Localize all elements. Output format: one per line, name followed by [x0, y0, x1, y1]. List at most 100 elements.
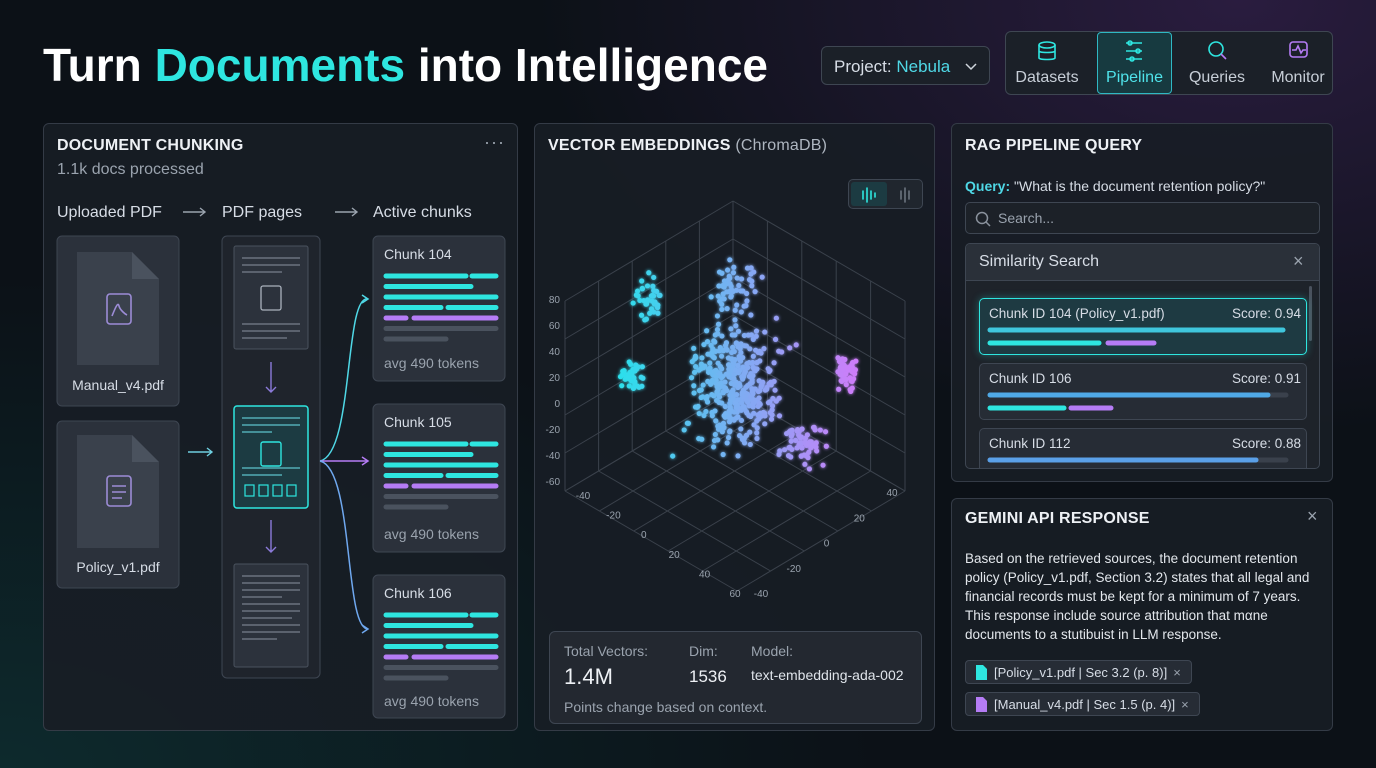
embedding-point: [788, 454, 794, 460]
embedding-point: [735, 453, 741, 459]
embedding-point: [644, 283, 651, 289]
embedding-point: [738, 309, 744, 315]
embedding-point: [731, 264, 737, 270]
embedding-point: [755, 412, 761, 418]
plot-grid-line: [564, 200, 734, 302]
source-chip[interactable]: [Policy_v1.pdf | Sec 3.2 (p. 8)] ×: [965, 660, 1192, 684]
embedding-point: [722, 403, 728, 410]
embedding-point: [693, 355, 699, 361]
plot-grid-line: [631, 450, 805, 552]
embedding-point: [619, 383, 625, 389]
file-name: Policy_v1.pdf: [76, 559, 160, 575]
nav-item[interactable]: Queries: [1188, 69, 1246, 86]
scrollbar[interactable]: [1309, 286, 1312, 341]
embedding-point: [719, 301, 725, 307]
embedding-point: [632, 382, 638, 389]
embedding-point: [630, 300, 636, 306]
search-icon: [975, 211, 991, 227]
embedding-point: [740, 376, 746, 382]
close-button[interactable]: ×: [1293, 251, 1304, 271]
embedding-point: [681, 427, 687, 433]
embedding-point: [691, 390, 697, 396]
embedding-point: [738, 288, 744, 294]
embedding-point: [781, 447, 788, 453]
embedding-point: [842, 356, 848, 363]
title-part: into Intelligence: [405, 39, 768, 91]
embedding-point: [727, 275, 733, 281]
more-menu[interactable]: ···: [484, 132, 505, 152]
embedding-point: [843, 371, 849, 377]
axis-tick-label: -20: [606, 511, 621, 522]
embedding-point: [776, 451, 782, 458]
stats-box: Total Vectors: 1.4M Dim: 1536 Model: tex…: [549, 631, 922, 724]
toggle-active[interactable]: [851, 182, 887, 206]
embedding-point: [744, 290, 750, 297]
embedding-point: [689, 359, 695, 365]
title-suffix: (ChromaDB): [735, 137, 828, 154]
axis-tick-label: -40: [576, 491, 591, 502]
project-dropdown[interactable]: Project: Nebula: [821, 46, 990, 85]
embedding-point: [737, 343, 743, 349]
embedding-point: [743, 432, 750, 438]
embedding-point: [639, 364, 645, 370]
embedding-point: [799, 426, 805, 432]
axis-tick-label: 40: [886, 488, 898, 499]
embedding-point: [793, 342, 799, 348]
embedding-point: [771, 360, 777, 366]
search-input[interactable]: Search...: [965, 202, 1320, 234]
axis-tick-label: 0: [641, 530, 647, 541]
embedding-point: [704, 394, 710, 400]
embedding-point: [694, 404, 700, 410]
embedding-point: [713, 367, 719, 373]
source-chip[interactable]: [Manual_v4.pdf | Sec 1.5 (p. 4)] ×: [965, 692, 1200, 716]
source-text: [Policy_v1.pdf | Sec 3.2 (p. 8)]: [994, 665, 1168, 680]
embedding-point: [707, 360, 713, 366]
embedding-point: [699, 436, 705, 442]
search-placeholder: Search...: [998, 210, 1055, 226]
nav-item[interactable]: Datasets: [1015, 69, 1079, 86]
similarity-title: Similarity Search: [979, 253, 1100, 270]
result-id: Chunk ID 104 (Policy_v1.pdf): [989, 306, 1165, 321]
embedding-point: [754, 430, 760, 436]
embedding-point: [626, 359, 632, 365]
embedding-point: [772, 387, 778, 393]
chunk-tokens: avg 490 tokens: [384, 526, 479, 542]
embedding-point: [773, 315, 779, 321]
embedding-point: [751, 410, 757, 416]
embedding-point: [748, 332, 755, 338]
embedding-point: [728, 408, 734, 414]
embedding-point: [637, 297, 643, 304]
nav-item[interactable]: Pipeline: [1106, 69, 1163, 86]
page-title: Turn Documents into Intelligence: [43, 38, 768, 92]
embedding-point: [714, 397, 720, 404]
embedding-point: [747, 346, 753, 352]
nav-item[interactable]: Monitor: [1271, 69, 1325, 86]
embedding-point: [757, 348, 763, 354]
embedding-point: [711, 338, 717, 344]
embeddings-panel: VECTOR EMBEDDINGS (ChromaDB) 80 60 40 20 0 -2…: [534, 123, 935, 731]
embedding-point: [654, 288, 660, 295]
embedding-point: [719, 306, 725, 313]
chip-close[interactable]: ×: [1173, 665, 1181, 680]
axis-tick-label: 60: [729, 589, 741, 600]
close-button[interactable]: ×: [1307, 506, 1318, 526]
embedding-point: [691, 383, 697, 389]
embedding-point: [753, 328, 760, 334]
embedding-point: [719, 400, 725, 406]
embedding-point: [685, 420, 692, 426]
embedding-point: [644, 297, 651, 303]
embedding-point: [743, 343, 750, 349]
embedding-point: [727, 281, 733, 287]
axis-tick-label: 40: [699, 569, 711, 580]
gemini-panel: GEMINI API RESPONSE × Based on the retri…: [951, 498, 1333, 731]
panel-title: DOCUMENT CHUNKING: [57, 137, 244, 154]
result-id: Chunk ID 106: [989, 371, 1072, 386]
embedding-point: [724, 387, 730, 394]
chip-close[interactable]: ×: [1181, 697, 1189, 712]
embedding-point: [691, 369, 698, 375]
embedding-point: [709, 392, 715, 398]
embedding-point: [709, 349, 715, 355]
plot-grid-line: [599, 410, 768, 512]
plot-grid-line: [736, 490, 906, 592]
panel-title: GEMINI API RESPONSE: [965, 510, 1150, 527]
